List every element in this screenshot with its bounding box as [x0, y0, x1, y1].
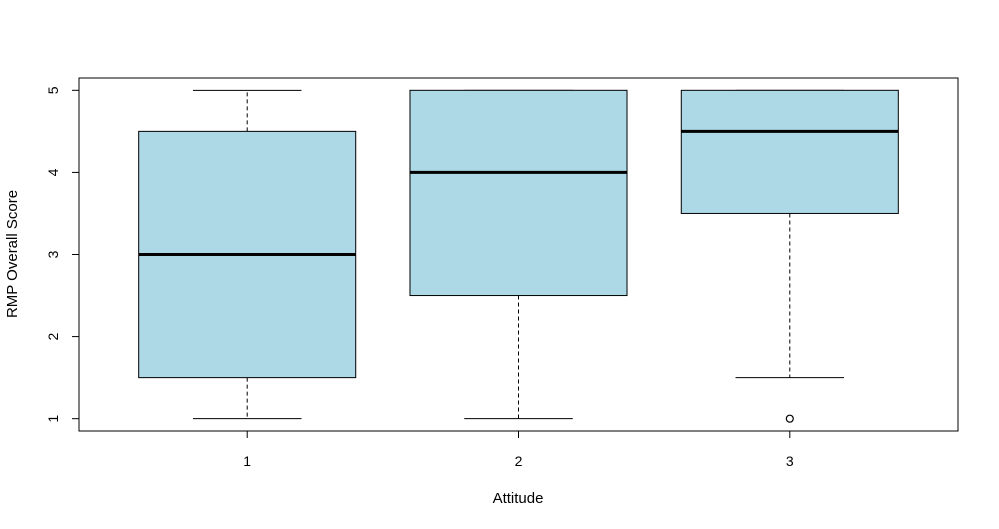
y-tick-label: 5 — [45, 86, 61, 94]
y-tick-label: 2 — [45, 332, 61, 340]
outlier-point — [785, 414, 794, 423]
box-group-3 — [680, 89, 899, 423]
box — [680, 89, 899, 214]
box-group-1 — [138, 89, 357, 420]
x-tick-label: 3 — [786, 453, 794, 469]
y-tick-label: 3 — [45, 250, 61, 258]
y-tick-label: 1 — [45, 415, 61, 423]
x-axis-title: Attitude — [493, 490, 544, 507]
x-axis: 1 2 3 — [243, 430, 794, 469]
y-tick-label: 4 — [45, 168, 61, 176]
x-tick-label: 2 — [515, 453, 523, 469]
y-axis-title: RMP Overall Score — [4, 190, 21, 318]
box-group-2 — [409, 89, 628, 420]
y-axis: 1 2 3 4 5 — [45, 86, 80, 423]
x-tick-label: 1 — [243, 453, 251, 469]
box — [409, 89, 628, 297]
boxes-layer — [138, 89, 899, 423]
